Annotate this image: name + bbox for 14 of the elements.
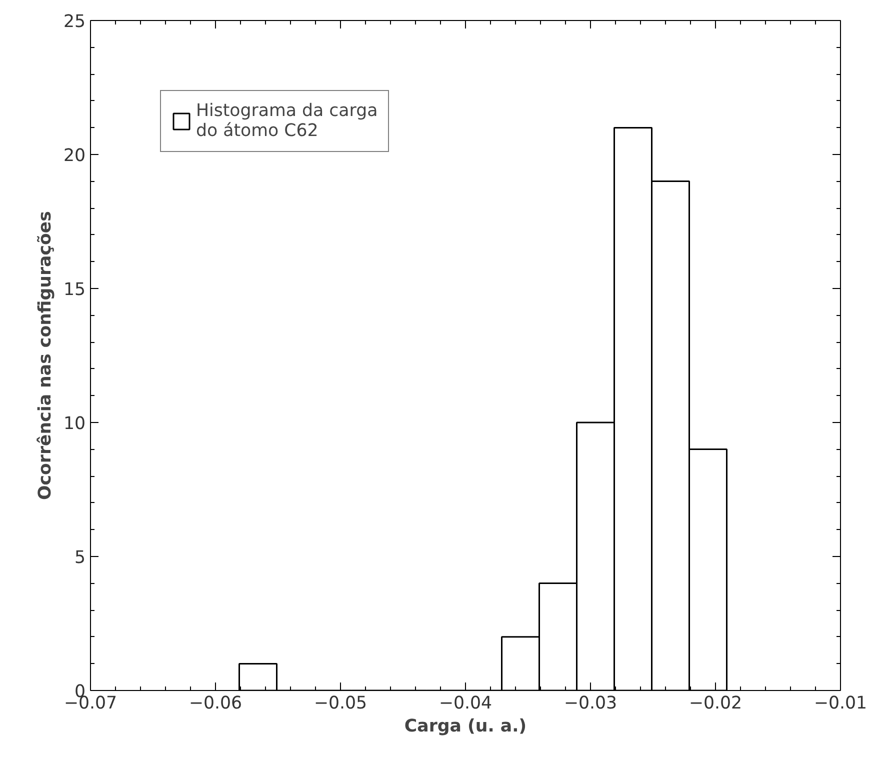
y-tick-label: 10 (63, 414, 86, 434)
x-tick-label: −0.01 (814, 694, 868, 714)
x-axis-title: Carga (u. a.) (404, 716, 527, 736)
x-tick-label: −0.03 (564, 694, 618, 714)
y-axis-title: Ocorrência nas configurações (35, 211, 56, 500)
x-tick-label: −0.04 (438, 694, 492, 714)
x-tick-label: −0.06 (188, 694, 242, 714)
y-tick-label: 15 (63, 280, 86, 300)
y-tick-label: 20 (63, 146, 86, 166)
y-tick-label: 5 (74, 548, 86, 568)
x-tick-label: −0.05 (314, 694, 368, 714)
x-tick-label: −0.02 (688, 694, 742, 714)
y-tick-label: 25 (63, 12, 86, 32)
legend-label: Histograma da carga do átomo C62 (196, 101, 378, 141)
